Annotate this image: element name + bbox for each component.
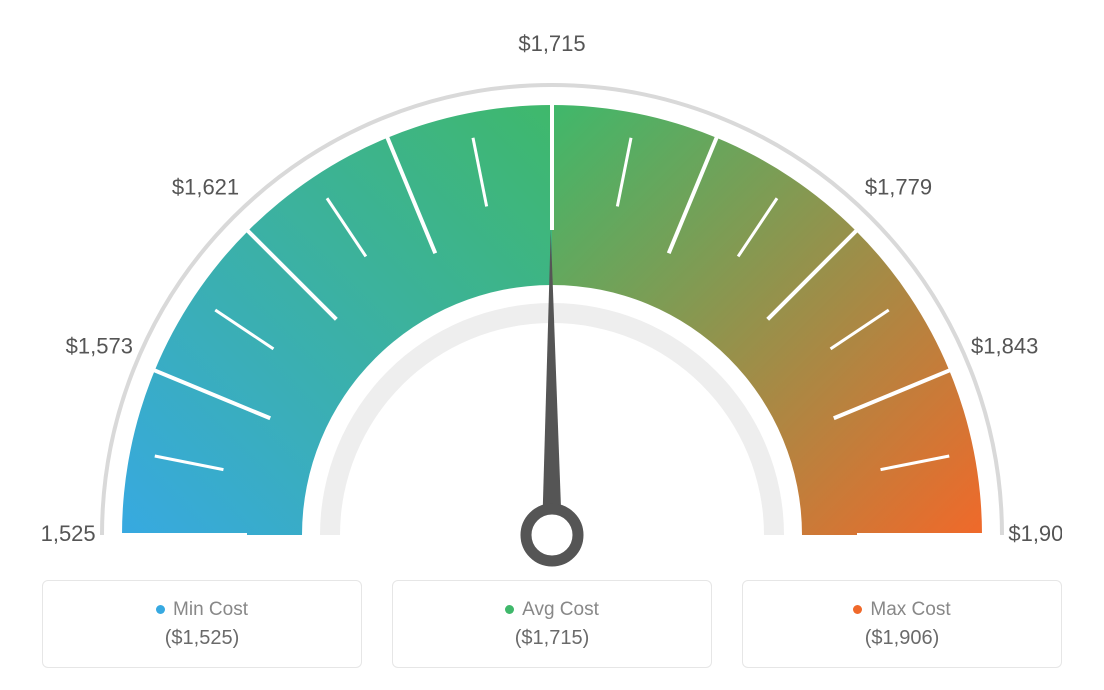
gauge-tick-label: $1,573 [66,333,133,358]
legend-value-avg: ($1,715) [515,627,590,650]
gauge-tick-label: $1,779 [865,174,932,199]
legend-top: Avg Cost [505,599,599,621]
legend-top: Max Cost [853,599,950,621]
legend-card-avg: Avg Cost ($1,715) [392,580,712,668]
gauge-tick-label: $1,525 [42,521,96,546]
legend-value-max: ($1,906) [865,627,940,650]
legend-row: Min Cost ($1,525) Avg Cost ($1,715) Max … [42,580,1062,668]
legend-label-avg: Avg Cost [522,599,599,621]
gauge-tick-label: $1,843 [971,333,1038,358]
cost-gauge: $1,525 $1,573 $1,621 $1,715 $1,779 $1,843 $1,9… [42,10,1062,570]
legend-dot-avg [505,605,514,614]
legend-dot-min [156,605,165,614]
gauge-svg: $1,525 $1,573 $1,621 $1,715 $1,779 $1,843 $1,9… [42,10,1062,570]
legend-dot-max [853,605,862,614]
legend-label-max: Max Cost [870,599,950,621]
gauge-tick-label: $1,621 [172,174,239,199]
legend-card-min: Min Cost ($1,525) [42,580,362,668]
legend-card-max: Max Cost ($1,906) [742,580,1062,668]
gauge-needle-hub [526,509,578,561]
legend-value-min: ($1,525) [165,627,240,650]
gauge-tick-label: $1,906 [1008,521,1062,546]
legend-top: Min Cost [156,599,248,621]
legend-label-min: Min Cost [173,599,248,621]
gauge-tick-label: $1,715 [518,31,585,56]
